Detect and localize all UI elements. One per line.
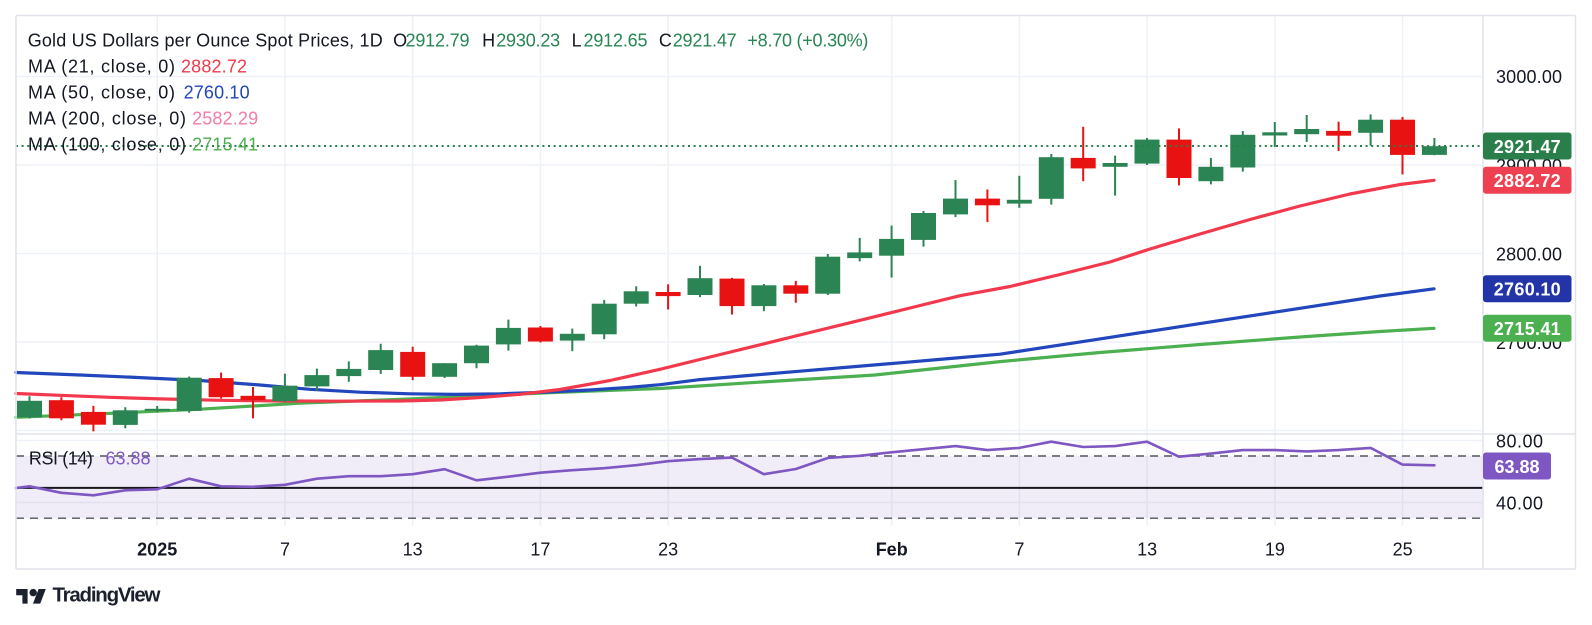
svg-text:O: O [393, 30, 407, 50]
svg-text:40.00: 40.00 [1496, 493, 1543, 513]
svg-text:2582.29: 2582.29 [192, 109, 258, 129]
svg-text:C: C [659, 30, 672, 50]
svg-text:RSI (14): RSI (14) [29, 449, 93, 469]
svg-text:H: H [482, 30, 495, 50]
svg-text:2912.79: 2912.79 [406, 30, 470, 50]
svg-text:TradingView: TradingView [53, 584, 161, 607]
svg-text:2912.65: 2912.65 [584, 30, 648, 50]
svg-text:2760.10: 2760.10 [184, 83, 250, 103]
svg-text:MA (200, close, 0): MA (200, close, 0) [28, 109, 186, 129]
svg-text:MA (21, close, 0): MA (21, close, 0) [28, 57, 175, 77]
svg-text:2882.72: 2882.72 [181, 57, 247, 77]
svg-text:17: 17 [530, 540, 550, 560]
svg-text:2921.47: 2921.47 [673, 30, 737, 50]
svg-text:23: 23 [658, 540, 678, 560]
svg-text:13: 13 [403, 540, 423, 560]
svg-text:MA (100, close, 0): MA (100, close, 0) [28, 135, 186, 155]
svg-text:13: 13 [1137, 540, 1157, 560]
svg-text:19: 19 [1265, 540, 1285, 560]
svg-text:80.00: 80.00 [1496, 431, 1543, 451]
svg-text:2921.47: 2921.47 [1494, 137, 1561, 157]
svg-text:L: L [572, 30, 582, 50]
svg-text:2715.41: 2715.41 [1494, 319, 1561, 339]
svg-text:63.88: 63.88 [106, 449, 151, 469]
svg-text:2715.41: 2715.41 [192, 135, 258, 155]
svg-text:MA (50, close, 0): MA (50, close, 0) [28, 83, 175, 103]
svg-text:25: 25 [1393, 540, 1413, 560]
svg-text:3000.00: 3000.00 [1496, 67, 1562, 87]
svg-text:2930.23: 2930.23 [496, 30, 560, 50]
svg-text:2760.10: 2760.10 [1494, 280, 1561, 300]
svg-text:2025: 2025 [137, 540, 177, 560]
svg-text:2882.72: 2882.72 [1494, 171, 1561, 191]
svg-text:+8.70 (+0.30%): +8.70 (+0.30%) [747, 30, 868, 50]
svg-text:2800.00: 2800.00 [1496, 244, 1562, 264]
svg-text:7: 7 [1014, 540, 1024, 560]
svg-text:7: 7 [280, 540, 290, 560]
svg-text:Feb: Feb [876, 540, 908, 560]
svg-text:Gold US Dollars per Ounce Spot: Gold US Dollars per Ounce Spot Prices, 1… [28, 30, 383, 50]
svg-text:63.88: 63.88 [1495, 457, 1540, 477]
